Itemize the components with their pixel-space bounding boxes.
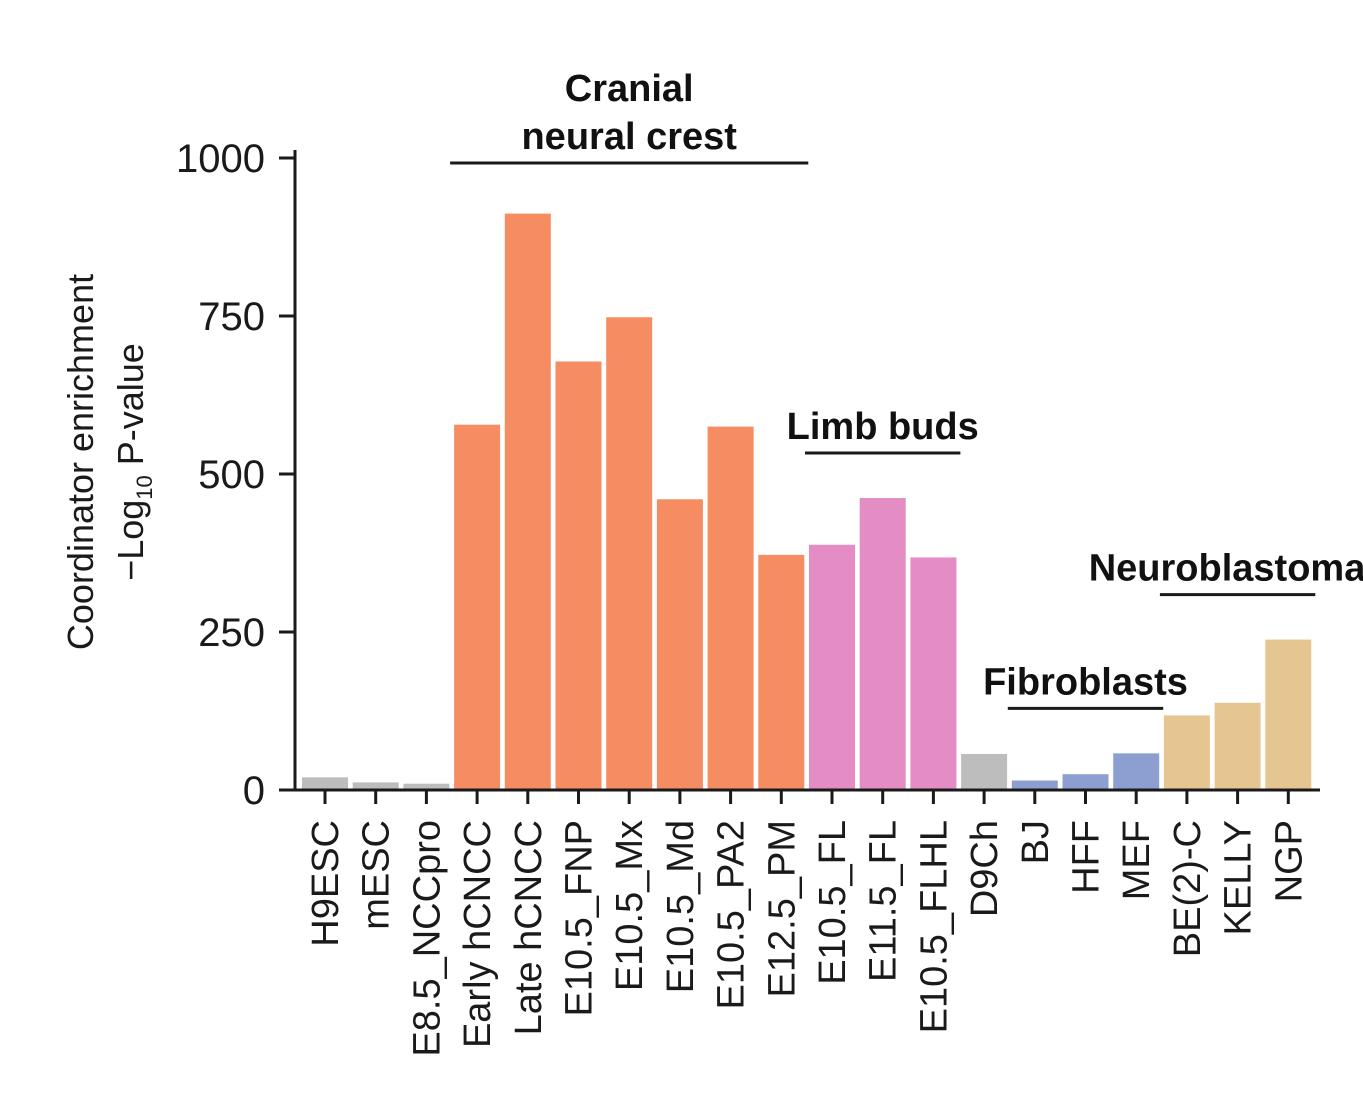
bar bbox=[606, 317, 653, 790]
x-tick-label: E10.5_PA2 bbox=[711, 820, 753, 1009]
x-tick-label: H9ESC bbox=[305, 820, 347, 947]
x-tick-label: E10.5_Md bbox=[660, 820, 702, 993]
group-label: Limb buds bbox=[787, 406, 979, 448]
bar bbox=[1265, 639, 1312, 790]
bar bbox=[1214, 702, 1261, 790]
group-annotations: Cranial neural crest Limb buds Fibroblasts N… bbox=[450, 68, 1363, 710]
x-tick-label: E10.5_FNP bbox=[559, 820, 601, 1016]
y-tick-label: 500 bbox=[198, 453, 265, 497]
x-tick-label: HFF bbox=[1066, 820, 1108, 894]
y-tick-label: 0 bbox=[243, 769, 265, 813]
x-tick-label: E10.5_Mx bbox=[609, 820, 651, 991]
x-tick-label: Late hCNCC bbox=[508, 820, 550, 1035]
y-axis-label-subscript: 10 bbox=[132, 475, 157, 499]
x-tick-label: E8.5_NCCpro bbox=[406, 820, 448, 1057]
y-tick-label: 250 bbox=[198, 611, 265, 655]
bar bbox=[707, 426, 754, 790]
x-tick-label: BE(2)-C bbox=[1167, 820, 1209, 957]
y-tick-label: 1000 bbox=[176, 137, 265, 181]
y-axis-label: Coordinator enrichment −Log10 P-value bbox=[60, 274, 157, 650]
group-label: Neuroblastomas bbox=[1089, 548, 1363, 590]
x-tick-label: Early hCNCC bbox=[457, 820, 499, 1048]
x-tick-label: E10.5_FL bbox=[812, 820, 854, 985]
x-tick-label: E11.5_FL bbox=[863, 820, 905, 982]
bar bbox=[809, 544, 855, 790]
group-label: Cranial bbox=[565, 68, 694, 110]
y-tick-label: 750 bbox=[198, 295, 265, 339]
y-axis-label-suffix: P-value bbox=[110, 343, 151, 475]
bar bbox=[1011, 780, 1058, 790]
bar bbox=[454, 424, 501, 790]
bar bbox=[656, 499, 703, 790]
x-tick-label: E10.5_FLHL bbox=[913, 820, 955, 1033]
bar bbox=[758, 554, 805, 790]
bar bbox=[910, 557, 957, 790]
group-label: neural crest bbox=[521, 116, 737, 158]
bar bbox=[1062, 774, 1109, 790]
y-axis-label-prefix: −Log bbox=[110, 500, 151, 581]
x-tick-label: D9Ch bbox=[964, 820, 1006, 917]
y-axis-label-line1: Coordinator enrichment bbox=[60, 274, 101, 650]
y-axis-label-line2: −Log10 P-value bbox=[110, 343, 157, 581]
bar bbox=[555, 361, 602, 790]
x-tick-label: BJ bbox=[1015, 820, 1057, 864]
x-tick-label: mESC bbox=[356, 820, 398, 930]
x-tick-label: MEF bbox=[1116, 820, 1158, 900]
group-label: Fibroblasts bbox=[983, 661, 1188, 703]
x-tick-label: E12.5_PM bbox=[761, 820, 803, 997]
x-tick-label: NGP bbox=[1268, 820, 1310, 902]
bar bbox=[961, 753, 1008, 790]
axes-layer: 0 250 500 750 1000 H9ESC mESC E8.5_NCCpro Early … bbox=[176, 137, 1320, 1057]
bar bbox=[352, 782, 399, 790]
bars-layer bbox=[302, 213, 1312, 791]
bar bbox=[403, 783, 450, 790]
bar bbox=[1113, 753, 1160, 790]
bar bbox=[859, 498, 906, 790]
bar bbox=[1163, 715, 1210, 790]
x-tick-label: KELLY bbox=[1218, 820, 1260, 935]
bar bbox=[302, 777, 348, 790]
bar bbox=[504, 213, 551, 791]
